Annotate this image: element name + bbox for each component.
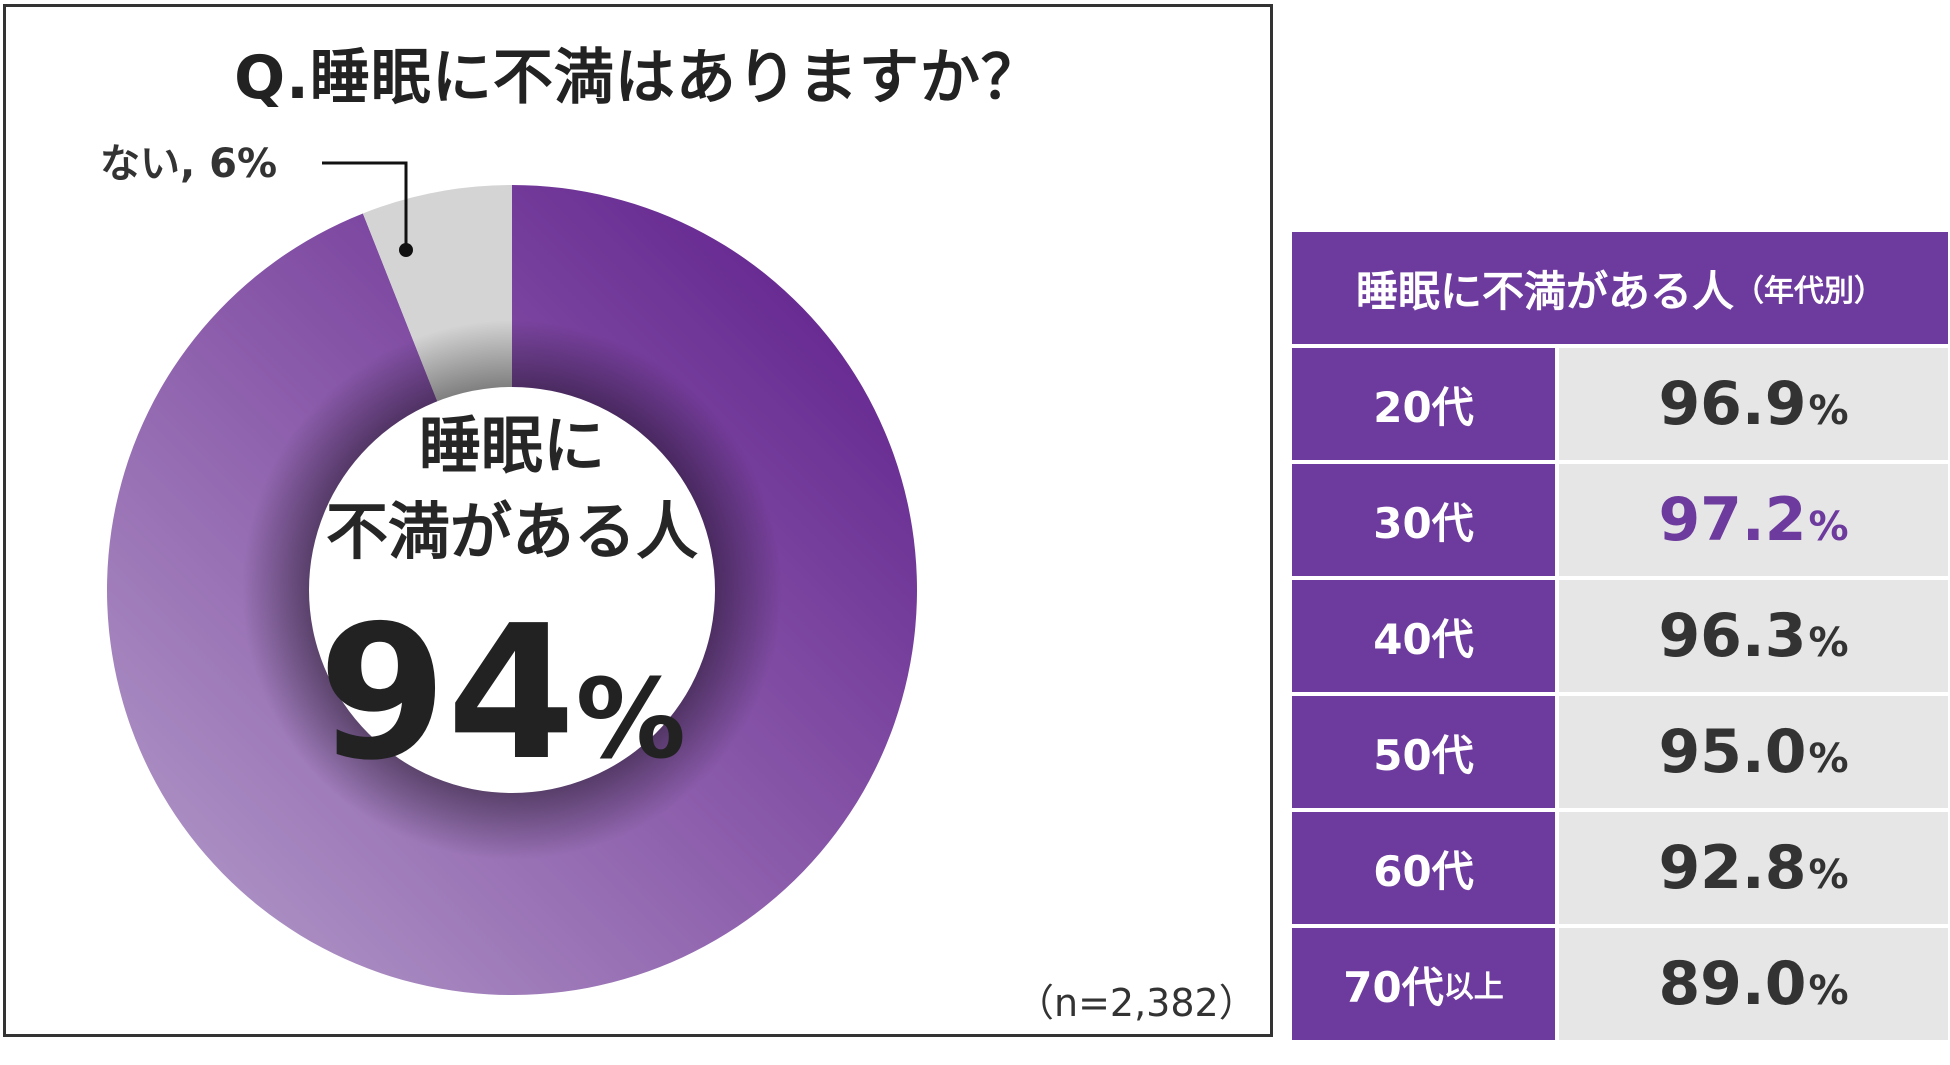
age-label: 60代: [1292, 812, 1555, 924]
center-line-1: 睡眠に: [419, 409, 605, 482]
center-value-unit: %: [576, 655, 686, 783]
age-label-text: 60代: [1373, 846, 1474, 896]
age-value-unit: %: [1808, 852, 1849, 898]
callout-leader-dot: [399, 243, 413, 257]
chart-title: Q.睡眠に不満はありますか？: [234, 43, 1042, 113]
age-value: 97.2%: [1559, 464, 1948, 576]
callout-label: ない, 6%: [100, 141, 277, 187]
age-value-unit: %: [1808, 968, 1849, 1014]
age-label: 20代: [1292, 348, 1555, 460]
age-table-row: 30代 97.2%: [1292, 464, 1948, 576]
chart-panel: Q.睡眠に不満はありますか？ ない, 6% 睡眠に 不満がある人 94% （n=…: [3, 4, 1273, 1037]
age-value-number: 96.3: [1658, 601, 1807, 671]
age-label: 50代: [1292, 696, 1555, 808]
age-table-row: 40代 96.3%: [1292, 580, 1948, 692]
age-value-unit: %: [1808, 388, 1849, 434]
age-value-number: 95.0: [1658, 717, 1807, 787]
age-table-header: 睡眠に不満がある人 （年代別）: [1292, 232, 1948, 344]
age-value: 92.8%: [1559, 812, 1948, 924]
age-value: 96.3%: [1559, 580, 1948, 692]
age-value-unit: %: [1808, 736, 1849, 782]
sample-size: （n=2,382）: [1016, 981, 1257, 1025]
age-value-number: 97.2: [1658, 485, 1807, 555]
center-value-number: 94: [318, 585, 575, 801]
donut-chart: ない, 6% 睡眠に 不満がある人 94%: [100, 141, 917, 995]
age-value-unit: %: [1808, 620, 1849, 666]
age-table-row: 60代 92.8%: [1292, 812, 1948, 924]
age-value: 95.0%: [1559, 696, 1948, 808]
age-value-unit: %: [1808, 504, 1849, 550]
age-label-text: 30代: [1373, 498, 1474, 548]
age-value: 89.0%: [1559, 928, 1948, 1040]
donut-hole: [309, 387, 715, 793]
age-label-text: 70代: [1343, 962, 1444, 1012]
center-value: 94%: [318, 585, 686, 801]
age-value-number: 92.8: [1658, 833, 1807, 903]
age-label: 30代: [1292, 464, 1555, 576]
age-value-number: 89.0: [1658, 949, 1807, 1019]
age-table-row: 20代 96.9%: [1292, 348, 1948, 460]
age-label-suffix: 以上: [1443, 970, 1504, 1005]
age-label-text: 50代: [1373, 730, 1474, 780]
age-label-text: 40代: [1373, 614, 1474, 664]
age-value-number: 96.9: [1658, 369, 1807, 439]
age-value: 96.9%: [1559, 348, 1948, 460]
age-label: 70代 以上: [1292, 928, 1555, 1040]
age-table-header-title: 睡眠に不満がある人: [1355, 266, 1734, 316]
age-label-text: 20代: [1373, 382, 1474, 432]
callout-leader-line: [322, 161, 408, 249]
age-table-row: 70代 以上 89.0%: [1292, 928, 1948, 1040]
center-line-2: 不満がある人: [326, 495, 698, 568]
age-label: 40代: [1292, 580, 1555, 692]
age-table-header-suffix: （年代別）: [1734, 274, 1884, 309]
age-table-row: 50代 95.0%: [1292, 696, 1948, 808]
